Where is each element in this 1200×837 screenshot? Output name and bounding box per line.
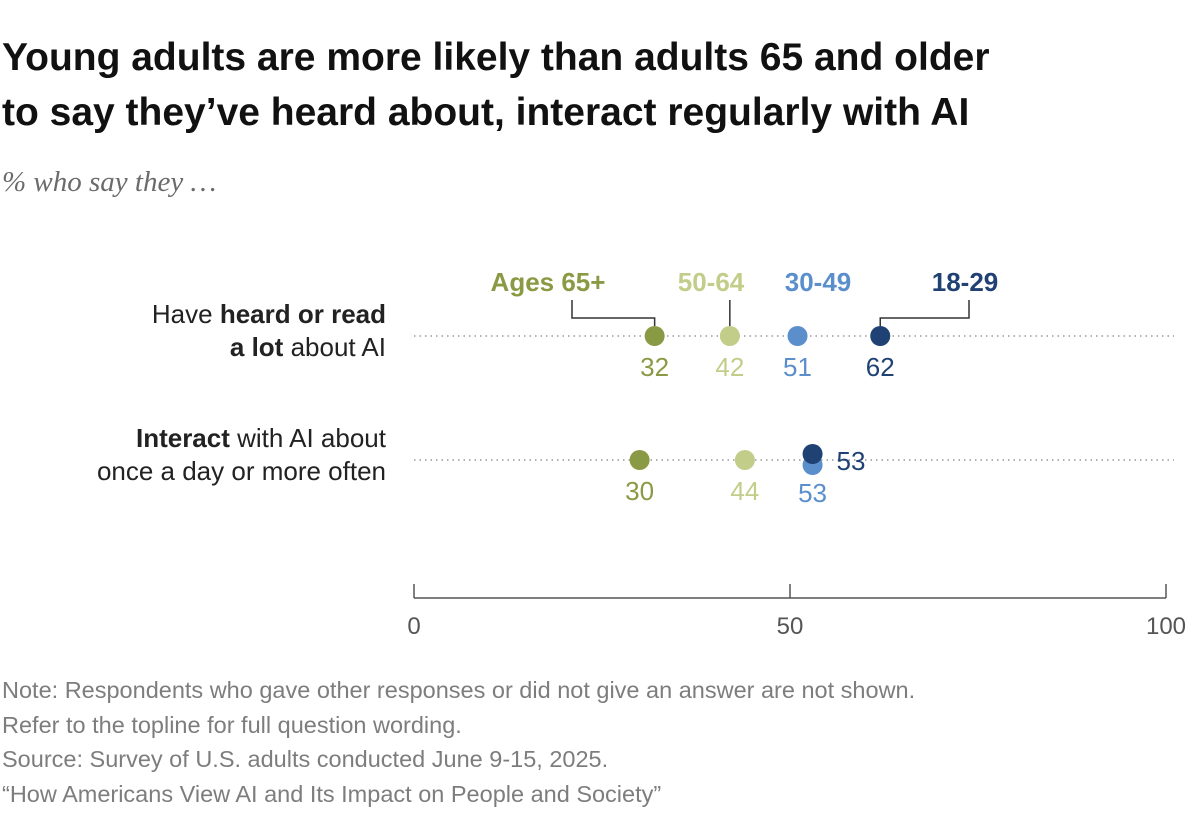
dot-18-29 [802, 444, 823, 464]
dot-65plus [629, 450, 650, 470]
source-line: Source: Survey of U.S. adults conducted … [2, 746, 609, 772]
x-axis-tick-label: 0 [407, 613, 420, 640]
row-label-part: once a day or more often [97, 456, 386, 486]
row-label-part: heard or read [220, 299, 386, 329]
dot-18-29 [870, 326, 891, 346]
row-label-line: a lot about AI [230, 332, 386, 362]
legend-label-30-49: 30-49 [785, 267, 852, 297]
legend-connector [879, 300, 970, 326]
x-axis-tick-label: 50 [777, 613, 804, 640]
dot-50-64 [734, 450, 755, 470]
value-label-30-49: 53 [798, 478, 827, 508]
value-label-50-64: 44 [730, 476, 759, 506]
row-label-part: a lot [230, 332, 284, 362]
value-label-18-29: 53 [837, 446, 866, 476]
value-label-18-29: 62 [866, 352, 895, 382]
chart-subtitle: % who say they … [2, 166, 217, 198]
dot-30-49 [787, 326, 808, 346]
x-axis-tick-label: 100 [1146, 613, 1186, 640]
legend-label-65plus: Ages 65+ [491, 267, 606, 297]
row-label-part: Have [152, 299, 220, 329]
note-line: Refer to the topline for full question w… [2, 711, 462, 738]
row-label-part: with AI about [230, 423, 387, 453]
dot-50-64 [719, 326, 740, 346]
row-label-line: Interact with AI about [136, 423, 387, 453]
chart-notes: Note: Respondents who gave other respons… [2, 673, 1192, 811]
chart-title: Young adults are more likely than adults… [2, 30, 1192, 140]
legend-connector [571, 300, 656, 326]
report-title-line: “How Americans View AI and Its Impact on… [2, 780, 662, 807]
row-label-part: Interact [136, 423, 230, 453]
row-label-line: Have heard or read [152, 299, 386, 329]
value-label-50-64: 42 [715, 352, 744, 382]
dot-65plus [644, 326, 665, 346]
chart-title-line-1: Young adults are more likely than adults… [2, 36, 990, 79]
legend-label-18-29: 18-29 [932, 267, 999, 297]
chart-title-line-2: to say they’ve heard about, interact reg… [2, 91, 970, 134]
value-label-30-49: 51 [783, 352, 812, 382]
row-label-part: about AI [283, 332, 386, 362]
row-label-line: once a day or more often [97, 456, 386, 486]
legend-label-50-64: 50-64 [678, 267, 745, 297]
value-label-65plus: 32 [640, 352, 669, 382]
note-line: Note: Respondents who gave other respons… [2, 677, 916, 703]
value-label-65plus: 30 [625, 476, 654, 506]
